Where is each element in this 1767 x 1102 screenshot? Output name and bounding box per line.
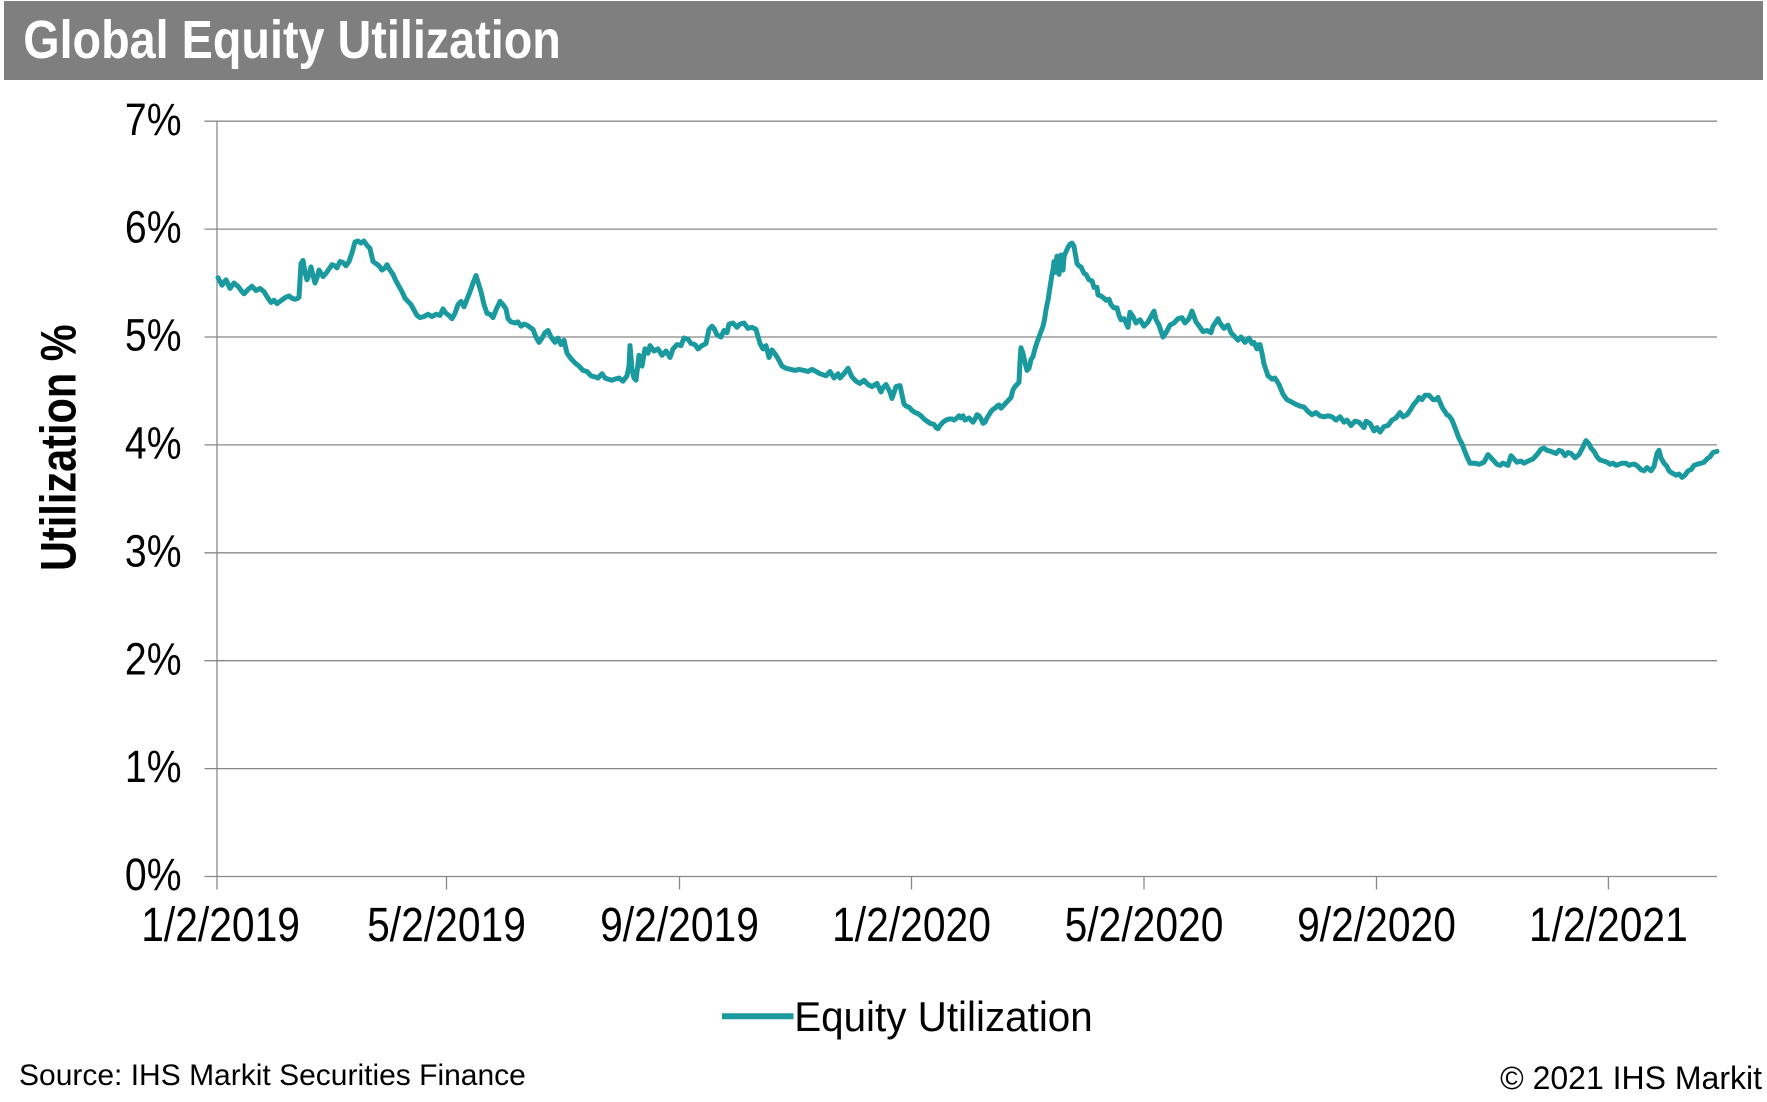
svg-text:3%: 3% [125,526,182,576]
svg-text:5/2/2020: 5/2/2020 [1065,899,1224,952]
svg-text:Source: IHS Markit Securities: Source: IHS Markit Securities Finance [19,1059,526,1092]
svg-text:© 2021 IHS Markit: © 2021 IHS Markit [1500,1060,1762,1096]
svg-text:0%: 0% [125,850,182,900]
svg-text:2%: 2% [125,634,182,684]
svg-text:5%: 5% [125,310,182,360]
svg-text:9/2/2020: 9/2/2020 [1297,899,1456,952]
svg-text:Equity Utilization: Equity Utilization [794,993,1093,1040]
svg-text:7%: 7% [125,94,182,144]
svg-text:1/2/2021: 1/2/2021 [1529,899,1688,952]
svg-text:5/2/2019: 5/2/2019 [367,899,526,952]
svg-text:1/2/2019: 1/2/2019 [141,899,300,952]
svg-text:6%: 6% [125,202,182,252]
svg-text:Utilization %: Utilization % [30,324,87,571]
svg-text:4%: 4% [125,418,182,468]
svg-text:Global Equity Utilization: Global Equity Utilization [23,9,561,70]
svg-text:1%: 1% [125,742,182,792]
svg-text:9/2/2019: 9/2/2019 [600,899,759,952]
svg-text:1/2/2020: 1/2/2020 [832,899,991,952]
